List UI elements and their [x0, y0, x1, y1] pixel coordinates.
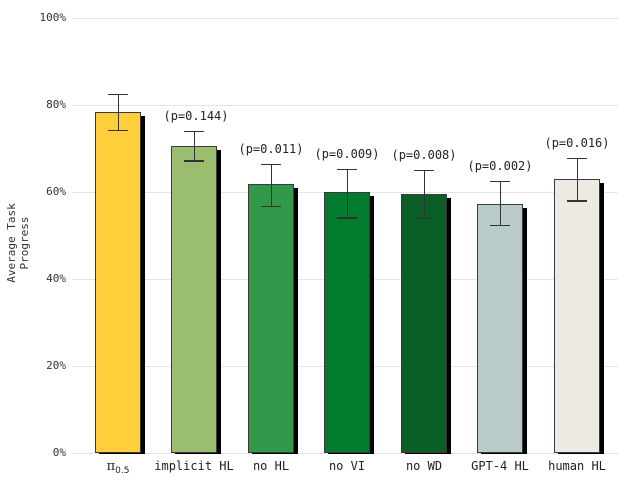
error-bar — [499, 181, 501, 226]
x-tick-label: π0.5 — [106, 459, 130, 476]
p-value-label: (p=0.002) — [467, 159, 533, 174]
y-tick-label: 100% — [39, 11, 67, 24]
p-value-label: (p=0.144) — [163, 109, 229, 124]
gridline — [72, 18, 618, 19]
y-tick-label: 20% — [46, 359, 66, 372]
error-cap — [261, 163, 281, 166]
error-cap — [337, 217, 357, 219]
bar — [554, 179, 600, 453]
error-cap — [184, 131, 204, 133]
x-tick-label: GPT-4 HL — [471, 459, 529, 473]
error-cap — [184, 160, 204, 162]
p-value-label: (p=0.016) — [544, 136, 610, 151]
error-cap — [567, 158, 587, 160]
bar — [324, 192, 370, 453]
error-cap — [337, 168, 357, 171]
error-bar — [346, 168, 348, 218]
error-cap — [490, 181, 510, 183]
p-value-label: (p=0.008) — [391, 147, 457, 162]
error-bar — [576, 158, 578, 201]
y-tick-label: 0% — [52, 446, 66, 459]
error-cap — [414, 218, 434, 220]
p-value-label: (p=0.009) — [314, 146, 380, 161]
y-tick-label: 40% — [46, 272, 66, 285]
gridline — [72, 105, 618, 106]
x-tick-label: no HL — [252, 459, 290, 473]
x-tick-label: no VI — [328, 459, 366, 473]
x-tick-label: implicit HL — [154, 459, 234, 473]
error-cap — [261, 205, 281, 208]
error-bar — [270, 163, 272, 206]
p-value-label: (p=0.011) — [238, 141, 304, 156]
error-cap — [490, 225, 510, 227]
y-tick-label: 60% — [46, 185, 66, 198]
x-tick-label: human HL — [548, 459, 606, 473]
error-cap — [414, 169, 434, 172]
y-tick-label: 80% — [46, 98, 66, 111]
bar — [248, 184, 294, 453]
bar — [95, 111, 141, 453]
error-bar — [117, 93, 119, 130]
error-cap — [108, 129, 128, 132]
bar — [401, 193, 447, 453]
bar — [477, 203, 523, 453]
error-cap — [108, 93, 128, 95]
bar — [171, 146, 217, 453]
x-tick-label: no WD — [405, 459, 443, 473]
error-cap — [567, 200, 587, 202]
error-bar — [423, 169, 425, 219]
error-bar — [193, 131, 195, 161]
